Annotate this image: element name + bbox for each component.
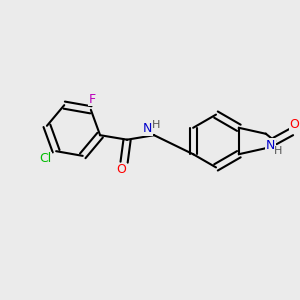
Text: H: H bbox=[152, 120, 160, 130]
Text: O: O bbox=[116, 163, 126, 176]
Text: N: N bbox=[143, 122, 152, 135]
Text: O: O bbox=[290, 118, 299, 131]
Text: H: H bbox=[274, 146, 283, 156]
Text: N: N bbox=[266, 139, 275, 152]
Text: Cl: Cl bbox=[40, 152, 52, 165]
Text: F: F bbox=[89, 93, 96, 106]
